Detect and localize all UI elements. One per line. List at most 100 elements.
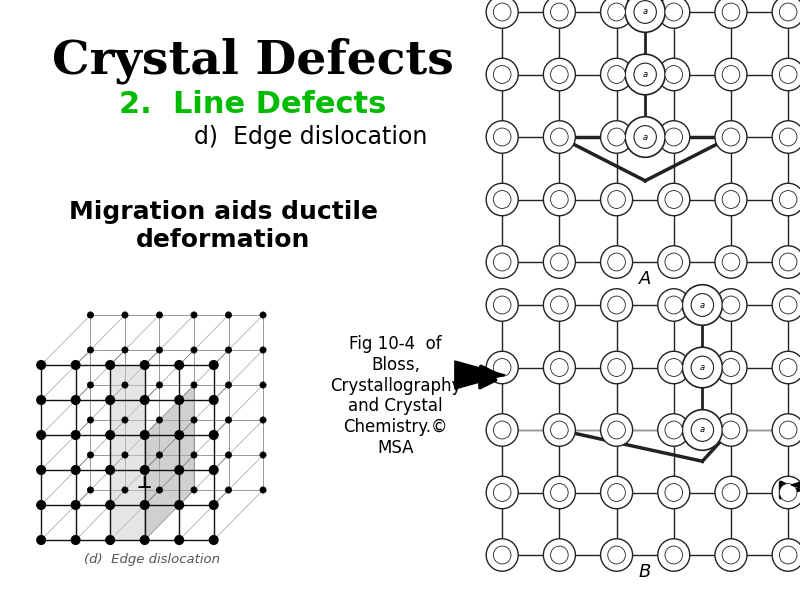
Circle shape (174, 535, 184, 545)
Circle shape (260, 417, 266, 423)
Circle shape (494, 484, 511, 502)
Circle shape (543, 183, 575, 216)
Text: d)  Edge dislocation: d) Edge dislocation (194, 125, 427, 149)
Circle shape (226, 312, 232, 318)
Circle shape (665, 191, 682, 208)
Text: a: a (700, 301, 705, 310)
Circle shape (156, 417, 162, 423)
Circle shape (625, 0, 665, 32)
Circle shape (715, 539, 747, 571)
Circle shape (601, 183, 633, 216)
Circle shape (106, 466, 114, 475)
Circle shape (543, 246, 575, 278)
Circle shape (608, 128, 626, 146)
Circle shape (87, 452, 94, 458)
Circle shape (140, 500, 149, 509)
Circle shape (691, 419, 714, 442)
Circle shape (486, 476, 518, 509)
Circle shape (486, 539, 518, 571)
Polygon shape (455, 361, 505, 389)
Circle shape (486, 246, 518, 278)
Circle shape (486, 351, 518, 384)
Circle shape (658, 289, 690, 321)
Circle shape (87, 487, 94, 493)
Circle shape (715, 414, 747, 446)
Circle shape (665, 421, 682, 439)
Circle shape (658, 476, 690, 509)
Circle shape (601, 289, 633, 321)
Circle shape (601, 58, 633, 91)
Circle shape (665, 3, 682, 21)
Circle shape (779, 359, 797, 376)
Circle shape (191, 347, 197, 353)
Polygon shape (110, 365, 145, 400)
Circle shape (260, 347, 266, 353)
Circle shape (715, 246, 747, 278)
Circle shape (122, 417, 128, 423)
Circle shape (174, 431, 184, 439)
Text: Fig 10-4  of
Bloss,
Crystallography
and Crystal
Chemistry.©
MSA: Fig 10-4 of Bloss, Crystallography and C… (330, 335, 462, 457)
Circle shape (665, 253, 682, 271)
Circle shape (550, 421, 568, 439)
Circle shape (191, 312, 197, 318)
Text: B: B (639, 563, 651, 581)
Circle shape (779, 128, 797, 146)
Text: Crystal Defects: Crystal Defects (52, 38, 454, 85)
Circle shape (156, 487, 162, 493)
Circle shape (174, 361, 184, 370)
Circle shape (715, 289, 747, 321)
Circle shape (494, 359, 511, 376)
Circle shape (658, 246, 690, 278)
Circle shape (494, 128, 511, 146)
Circle shape (772, 58, 800, 91)
Circle shape (691, 356, 714, 379)
Circle shape (608, 65, 626, 83)
Polygon shape (110, 400, 145, 435)
Circle shape (486, 289, 518, 321)
Circle shape (494, 296, 511, 314)
Circle shape (106, 395, 114, 404)
Circle shape (550, 65, 568, 83)
Circle shape (658, 351, 690, 384)
Circle shape (37, 431, 46, 439)
Circle shape (260, 382, 266, 388)
Circle shape (608, 359, 626, 376)
Circle shape (601, 246, 633, 278)
Text: 2.  Line Defects: 2. Line Defects (119, 90, 386, 119)
Text: A: A (639, 270, 651, 288)
Circle shape (71, 395, 80, 404)
Circle shape (550, 253, 568, 271)
Circle shape (658, 121, 690, 153)
Circle shape (260, 452, 266, 458)
Text: a: a (642, 70, 648, 79)
Circle shape (156, 382, 162, 388)
Circle shape (550, 484, 568, 502)
Circle shape (601, 121, 633, 153)
Circle shape (226, 452, 232, 458)
Circle shape (260, 487, 266, 493)
Text: deformation: deformation (136, 228, 310, 252)
Circle shape (486, 121, 518, 153)
Circle shape (715, 351, 747, 384)
Circle shape (722, 253, 740, 271)
Circle shape (665, 128, 682, 146)
Circle shape (106, 500, 114, 509)
Circle shape (106, 431, 114, 439)
Circle shape (156, 347, 162, 353)
Circle shape (494, 546, 511, 564)
Circle shape (226, 382, 232, 388)
Circle shape (772, 121, 800, 153)
Text: Migration aids ductile: Migration aids ductile (69, 200, 378, 224)
Circle shape (486, 58, 518, 91)
Circle shape (550, 3, 568, 21)
Circle shape (122, 347, 128, 353)
Circle shape (226, 347, 232, 353)
Circle shape (779, 421, 797, 439)
Circle shape (601, 539, 633, 571)
Circle shape (658, 183, 690, 216)
Circle shape (608, 484, 626, 502)
Circle shape (772, 183, 800, 216)
Circle shape (71, 535, 80, 545)
Polygon shape (110, 435, 145, 470)
Circle shape (779, 253, 797, 271)
